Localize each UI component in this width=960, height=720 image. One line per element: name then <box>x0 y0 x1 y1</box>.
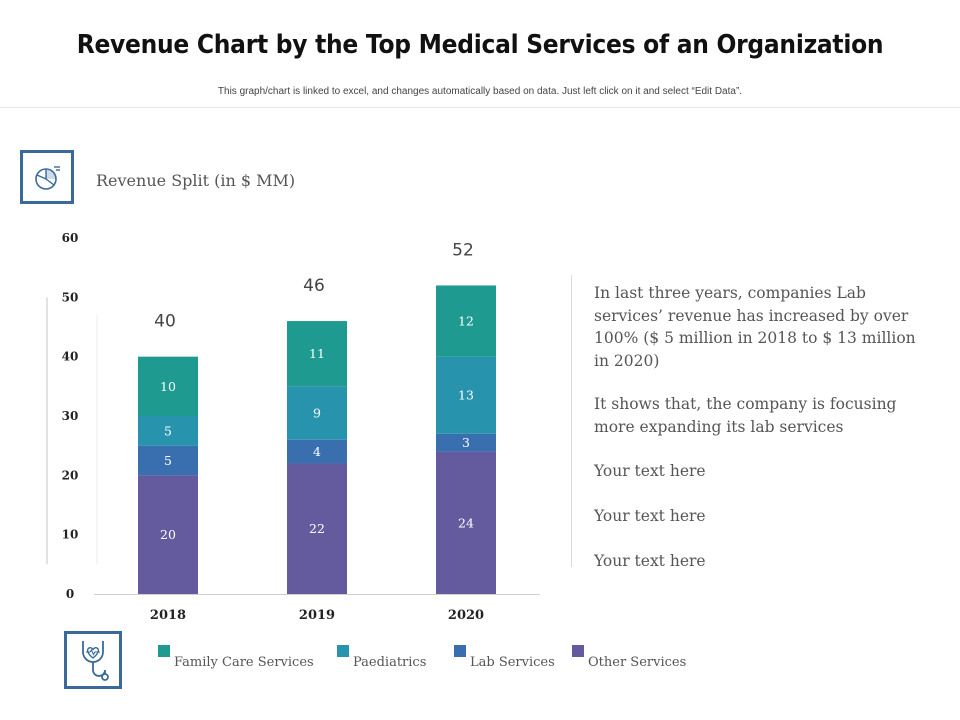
y-tick-label: 30 <box>62 409 79 423</box>
bar-segment-lab-services <box>287 439 347 464</box>
bar-segment-other-services <box>436 451 496 594</box>
data-label: 5 <box>164 453 172 468</box>
total-label: 46 <box>303 276 325 296</box>
total-label: 52 <box>452 240 474 260</box>
bar-segment-paediatrics <box>436 356 496 434</box>
bar-segment-lab-services <box>436 433 496 452</box>
legend-label: Family Care Services <box>174 655 314 670</box>
legend-label: Lab Services <box>470 655 555 670</box>
y-tick-label: 50 <box>62 290 79 304</box>
data-label: 3 <box>462 435 470 450</box>
page-title: Revenue Chart by the Top Medical Service… <box>76 30 884 60</box>
panel-divider <box>571 275 572 567</box>
data-label: 12 <box>458 314 474 329</box>
legend-label: Paediatrics <box>353 655 427 670</box>
bar-segment-family-care-services <box>287 321 347 387</box>
bar-segment-other-services <box>287 463 347 594</box>
bar-segment-family-care-services <box>138 356 198 416</box>
y-tick-label: 40 <box>62 350 79 364</box>
legend-swatch <box>337 645 349 657</box>
data-label: 10 <box>160 379 176 394</box>
data-label: 9 <box>313 406 321 421</box>
x-tick-label: 2019 <box>299 608 335 623</box>
data-label: 22 <box>309 521 325 536</box>
revenue-stacked-bar-chart: 0 10 20 30 40 50 60 20 5 5 10 40 2018 22 4 9 11 46 2019 24 3… <box>46 231 540 623</box>
y-tick-label: 0 <box>66 587 74 601</box>
bar-segment-family-care-services <box>436 285 496 357</box>
x-tick-label: 2020 <box>448 608 484 623</box>
bar-segment-paediatrics <box>287 386 347 440</box>
legend-swatch <box>454 645 466 657</box>
legend-label: Other Services <box>588 655 687 670</box>
bar-segment-lab-services <box>138 445 198 476</box>
bar-segment-other-services <box>138 475 198 594</box>
y-tick-label: 60 <box>62 231 79 245</box>
page-subtitle: This graph/chart is linked to excel, and… <box>217 86 743 97</box>
chart-icon-box <box>20 150 74 204</box>
medical-icon-box <box>64 631 122 689</box>
total-label: 40 <box>154 312 176 332</box>
y-tick-label: 10 <box>62 528 79 542</box>
x-tick-label: 2018 <box>150 608 186 623</box>
insight-paragraph-2: It shows that, the company is focusing m… <box>594 395 897 436</box>
insight-paragraph-1: In last three years, companies Lab servi… <box>594 284 916 370</box>
data-label: 13 <box>458 388 474 403</box>
chart-heading: Revenue Split (in $ MM) <box>96 171 296 190</box>
header-divider <box>0 107 960 108</box>
pie-chart-icon <box>35 166 60 190</box>
placeholder-text-3: Your text here <box>594 552 706 570</box>
legend-swatch <box>572 645 584 657</box>
data-label: 5 <box>164 423 172 438</box>
data-label: 11 <box>309 346 325 361</box>
placeholder-text-1: Your text here <box>594 462 706 480</box>
data-label: 20 <box>160 527 176 542</box>
data-label: 4 <box>313 444 321 459</box>
bar-segment-paediatrics <box>138 416 198 446</box>
legend-swatch <box>158 645 170 657</box>
placeholder-text-2: Your text here <box>594 507 706 525</box>
stethoscope-heart-icon <box>82 641 109 681</box>
data-label: 24 <box>458 515 474 530</box>
y-tick-label: 20 <box>62 468 79 482</box>
